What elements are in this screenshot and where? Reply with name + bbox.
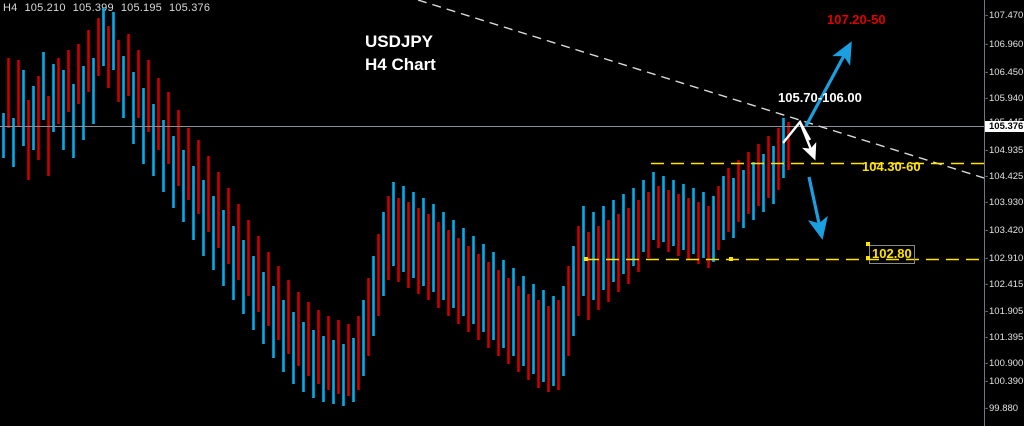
price-bars-layer: [2, 8, 790, 406]
support-label-handle-top[interactable]: [866, 242, 870, 246]
price-tick: -103.420: [985, 225, 1024, 236]
price-tick: -106.960: [985, 39, 1024, 50]
current-price-tick: -105.376: [985, 121, 1024, 132]
bullish-projection-arrow[interactable]: [0, 0, 984, 426]
mid-level-label: 104.30-60: [862, 159, 921, 174]
support-level-label: 102.80: [872, 246, 912, 261]
price-tick: -104.935: [985, 145, 1024, 156]
timeframe-label: H4: [3, 2, 18, 14]
ohlc-low: 105.195: [120, 2, 162, 14]
price-tick: -102.910: [985, 253, 1024, 264]
price-tick: -103.930: [985, 197, 1024, 208]
support-label-selection-box[interactable]: 102.80: [869, 245, 915, 264]
symbol-label: USDJPY: [365, 32, 434, 51]
price-tick: -101.905: [985, 306, 1024, 317]
price-tick: -107.470: [985, 10, 1024, 21]
price-tick: -105.940: [985, 93, 1024, 104]
resistance-zone-label: 105.70-106.00: [778, 90, 862, 105]
level-lines-layer[interactable]: [0, 0, 984, 426]
level-anchor-handle-left[interactable]: [584, 257, 588, 261]
ohlc-open: 105.210: [24, 2, 66, 14]
price-tick: -104.425: [985, 171, 1024, 182]
upside-target-label: 107.20-50: [827, 12, 886, 27]
chart-type-label: H4 Chart: [365, 55, 436, 74]
price-tick: -101.395: [985, 332, 1024, 343]
bearish-projection-arrow[interactable]: [0, 0, 984, 426]
chart-plot-area[interactable]: USDJPY H4 Chart 107.20-50 105.70-106.00 …: [0, 0, 984, 426]
price-tick: -106.450: [985, 67, 1024, 78]
ohlc-header: H4 105.210 105.399 105.195 105.376: [3, 1, 210, 15]
chart-title: USDJPY H4 Chart: [365, 30, 436, 76]
price-tick: -100.390: [985, 376, 1024, 387]
level-anchor-handle-right[interactable]: [729, 257, 733, 261]
price-tick: -99.880: [985, 403, 1019, 414]
pullback-zigzag-arrow[interactable]: [0, 0, 984, 426]
price-axis[interactable]: -107.470-106.960-106.450-105.940-105.445…: [984, 0, 1024, 426]
price-tick: -102.415: [985, 279, 1024, 290]
ohlc-close: 105.376: [168, 2, 211, 14]
descending-trendline[interactable]: [0, 0, 984, 426]
support-label-handle-bottom[interactable]: [866, 256, 870, 260]
price-tick: -100.900: [985, 358, 1024, 369]
